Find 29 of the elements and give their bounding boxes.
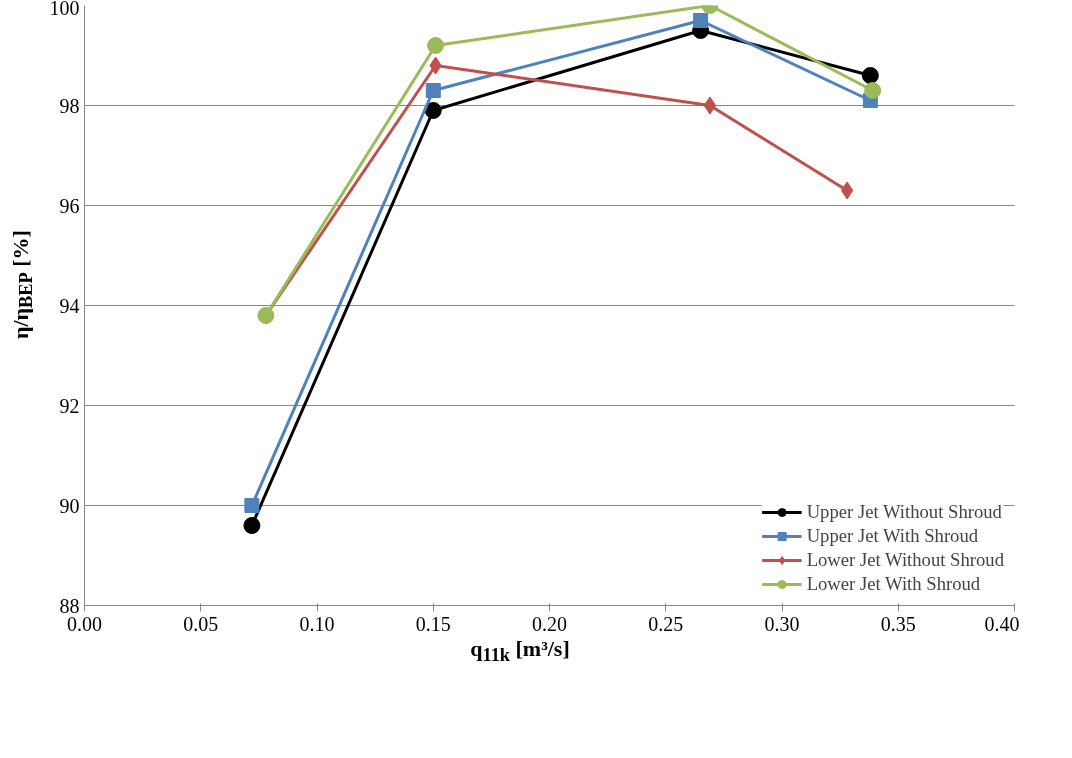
point [703, 96, 717, 115]
legend-label: Upper Jet With Shroud [806, 525, 979, 547]
legend-label: Lower Jet With Shroud [806, 573, 981, 595]
x-tick-label: 0.35 [880, 612, 916, 635]
point [244, 498, 260, 513]
point [243, 517, 261, 534]
x-tick-label: 0.25 [648, 612, 684, 635]
x-tick-label: 0.20 [532, 612, 567, 635]
point [840, 181, 854, 200]
x-tick-label: 0.40 [984, 612, 1020, 635]
x-tick-label: 0.05 [183, 612, 219, 635]
legend-label: Upper Jet Without Shroud [806, 501, 1002, 523]
point [693, 13, 709, 28]
y-tick-label: 98 [59, 94, 80, 117]
y-tick-label: 92 [59, 394, 80, 417]
y-tick-label: 96 [59, 194, 80, 217]
y-tick-label: 94 [59, 294, 80, 317]
x-axis-title: q$_{11k}$ [m³/s] [469, 635, 571, 668]
point [425, 83, 441, 98]
legend-label: Lower Jet Without Shroud [806, 549, 1004, 571]
point [427, 37, 445, 54]
y-tick-label: 100 [49, 0, 80, 19]
point [864, 82, 882, 99]
x-tick-label: 0.30 [764, 612, 800, 635]
x-tick-label: 0.15 [415, 612, 451, 635]
y-tick-label: 90 [59, 494, 80, 517]
point [861, 67, 879, 84]
x-tick-label: 0.10 [299, 612, 335, 635]
point [424, 102, 442, 119]
